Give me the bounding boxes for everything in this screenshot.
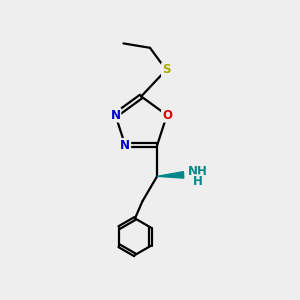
- Text: N: N: [120, 139, 130, 152]
- Polygon shape: [157, 172, 184, 178]
- Text: O: O: [162, 109, 172, 122]
- Text: NH: NH: [188, 165, 208, 178]
- Text: S: S: [162, 63, 170, 76]
- Text: N: N: [110, 109, 120, 122]
- Text: H: H: [193, 175, 203, 188]
